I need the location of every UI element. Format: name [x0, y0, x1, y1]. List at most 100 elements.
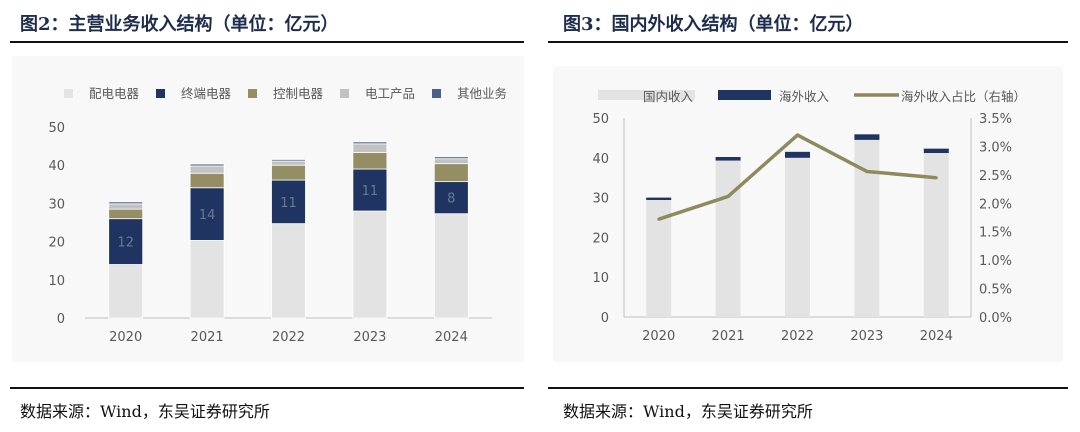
data-label: 11 — [362, 184, 379, 199]
bar-segment — [923, 148, 949, 154]
y-tick-label: 0 — [57, 312, 65, 327]
x-tick-label: 2023 — [850, 329, 883, 344]
legend-label: 海外收入 — [779, 89, 830, 104]
bar-segment — [785, 151, 810, 158]
bar-segment — [271, 160, 306, 166]
bar-segment — [352, 143, 388, 153]
bar-segment — [923, 153, 949, 317]
bar-segment — [854, 134, 880, 140]
bar-segment — [854, 139, 880, 317]
legend-label: 其他业务 — [457, 86, 507, 101]
data-label: 14 — [199, 208, 216, 223]
y-tick-label: 20 — [592, 231, 609, 246]
right-source-text: 数据来源：Wind，东吴证券研究所 — [563, 402, 813, 421]
left-title-rule — [10, 41, 524, 43]
x-tick-label: 2021 — [712, 329, 745, 344]
legend-label: 海外收入占比（右轴） — [901, 89, 1026, 104]
y-tick-label: 50 — [592, 112, 609, 127]
y-tick-label: 40 — [48, 159, 65, 174]
bar-segment — [715, 157, 741, 161]
bar-segment — [433, 163, 469, 183]
x-tick-label: 2024 — [920, 329, 953, 344]
y-tick-label: 0 — [601, 311, 609, 326]
bar-segment — [189, 172, 225, 189]
ratio-point — [934, 176, 938, 180]
bar-segment — [108, 203, 144, 210]
right-source-rule — [548, 387, 1068, 389]
ratio-point — [726, 194, 730, 198]
bar-segment — [271, 223, 306, 319]
bar-segment — [785, 157, 810, 317]
bar-segment — [189, 165, 225, 174]
legend-label: 配电电器 — [89, 86, 140, 101]
bar-segment — [352, 210, 388, 319]
legend-label: 控制电器 — [273, 86, 324, 101]
bar-segment — [189, 187, 225, 241]
right-figure-title: 图3：国内外收入结构（单位：亿元） — [563, 14, 864, 35]
y-right-tick-label: 1.0% — [979, 254, 1012, 269]
ratio-point — [657, 217, 661, 221]
legend-swatch — [248, 89, 257, 98]
x-tick-label: 2020 — [642, 329, 675, 344]
bar-segment — [352, 141, 388, 145]
data-label: 12 — [117, 236, 134, 251]
y-tick-label: 30 — [592, 192, 609, 207]
y-tick-label: 30 — [48, 197, 65, 212]
bar-segment — [189, 163, 225, 167]
left-stacked-bar-chart: 0 10 20 30 40 50 2020 12 2021 14 2022 11 2023 11 2024 8… — [48, 86, 507, 345]
y-tick-label: 40 — [592, 152, 609, 167]
y-right-tick-label: 2.0% — [979, 197, 1012, 212]
y-tick-label: 50 — [48, 121, 65, 136]
bar-segment — [715, 160, 741, 317]
bar-segment — [108, 201, 144, 205]
bar-segment — [433, 156, 469, 160]
left-chart-panel: 0 10 20 30 40 50 2020 12 2021 14 2022 11 2023 11 2024 8… — [12, 56, 524, 362]
legend-label: 电工产品 — [365, 86, 415, 101]
legend-swatch — [64, 89, 73, 98]
y-right-tick-label: 3.0% — [979, 140, 1012, 155]
bar-segment — [108, 218, 144, 265]
x-tick-label: 2024 — [435, 330, 468, 345]
ratio-point — [865, 169, 869, 173]
bar-segment — [108, 208, 144, 220]
bar-segment — [189, 240, 225, 319]
right-chart-panel: 0 10 20 30 40 50 0.0% 0.5% 1.0% 1.5% 2.0% 2.5% 3.0% 3… — [553, 66, 1063, 362]
legend-swatch — [340, 89, 349, 98]
legend-swatch — [432, 89, 441, 98]
left-source-text: 数据来源：Wind，东吴证券研究所 — [20, 402, 270, 421]
x-tick-label: 2020 — [109, 330, 142, 345]
x-tick-label: 2022 — [781, 329, 814, 344]
ratio-point — [796, 133, 799, 137]
bar-segment — [271, 164, 306, 181]
y-right-tick-label: 2.5% — [979, 169, 1012, 184]
x-tick-label: 2022 — [272, 330, 305, 345]
legend-label: 终端电器 — [181, 86, 232, 101]
bar-segment — [433, 213, 469, 319]
y-right-tick-label: 0.0% — [979, 311, 1012, 326]
right-title-rule — [548, 41, 1068, 43]
legend-swatch — [598, 90, 695, 100]
y-tick-label: 10 — [592, 271, 609, 286]
data-label: 11 — [280, 196, 297, 211]
bar-segment — [433, 181, 469, 215]
y-tick-label: 10 — [48, 274, 65, 289]
bar-segment — [352, 152, 388, 170]
legend-label: 国内收入 — [643, 89, 694, 104]
legend-swatch — [718, 90, 771, 100]
x-tick-label: 2021 — [191, 330, 224, 345]
x-tick-label: 2023 — [353, 330, 386, 345]
y-right-tick-label: 0.5% — [979, 283, 1012, 298]
right-combo-chart: 0 10 20 30 40 50 0.0% 0.5% 1.0% 1.5% 2.0% 2.5% 3.0% 3… — [592, 89, 1026, 344]
bar-segment — [352, 168, 388, 212]
bar-segment — [646, 197, 672, 200]
bar-segment — [271, 159, 306, 162]
left-figure-title: 图2：主营业务收入结构（单位：亿元） — [20, 14, 339, 35]
y-right-tick-label: 1.5% — [979, 226, 1012, 241]
left-source-rule — [10, 387, 524, 389]
legend-swatch — [156, 89, 165, 98]
bar-segment — [108, 264, 144, 319]
y-tick-label: 20 — [48, 236, 65, 251]
data-label: 8 — [447, 192, 455, 207]
y-right-tick-label: 3.5% — [979, 112, 1012, 127]
bar-segment — [433, 158, 469, 165]
